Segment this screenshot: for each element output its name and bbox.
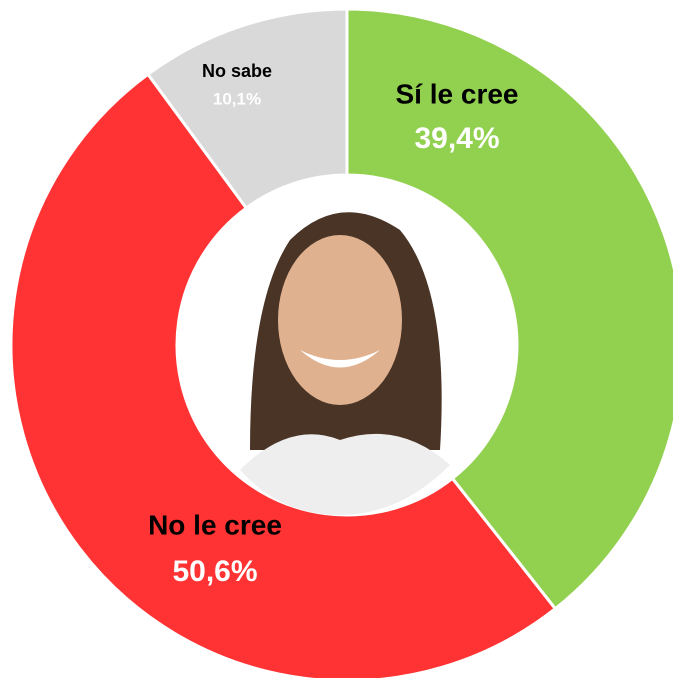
- value-label: 50,6%: [172, 555, 257, 588]
- value-label: 39,4%: [414, 122, 499, 155]
- center-photo: [177, 175, 517, 515]
- value-label: 10,1%: [213, 89, 261, 108]
- chart: Sí le cree 39,4% No le cree 50,6% No sabe 10,…: [0, 0, 673, 678]
- category-label: No le cree: [148, 509, 282, 540]
- category-label: No sabe: [202, 61, 272, 81]
- page: {"chart_data": {"type": "donut", "catego…: [0, 0, 673, 678]
- category-label: Sí le cree: [396, 78, 519, 109]
